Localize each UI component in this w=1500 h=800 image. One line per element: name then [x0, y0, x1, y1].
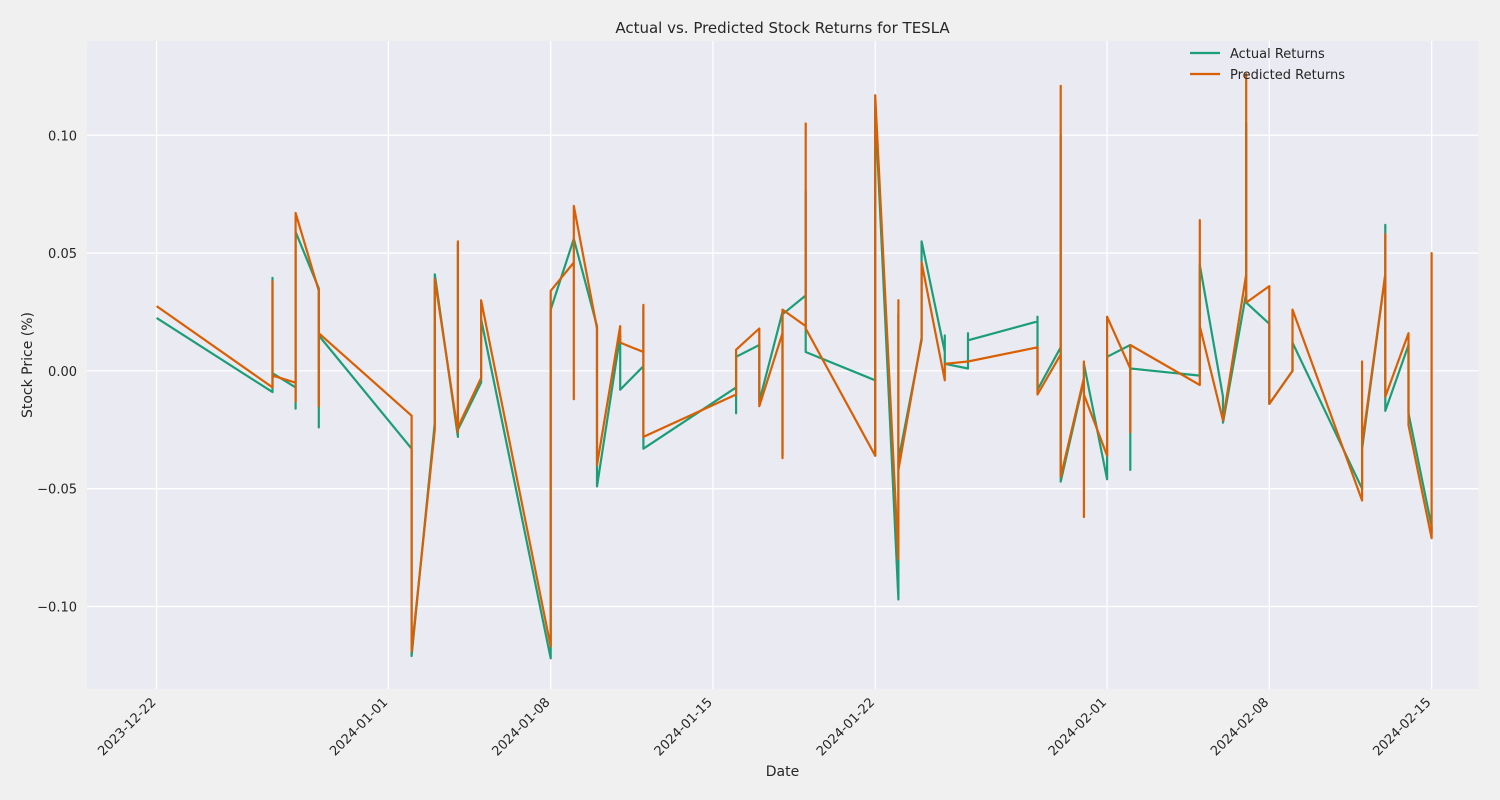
x-tick-label: 2024-01-22: [814, 695, 878, 759]
x-tick-label: 2024-02-01: [1046, 695, 1110, 759]
y-tick-label: 0.10: [48, 129, 77, 144]
x-tick-label: 2024-01-15: [652, 695, 716, 759]
y-tick-label: 0.05: [48, 247, 77, 262]
x-tick-label: 2024-02-08: [1208, 695, 1272, 759]
chart-title: Actual vs. Predicted Stock Returns for T…: [615, 19, 950, 37]
x-tick-label: 2024-02-15: [1370, 695, 1434, 759]
y-tick-label: −0.05: [37, 483, 77, 498]
legend: Actual Returns Predicted Returns: [1190, 47, 1345, 83]
predicted-returns-line: [155, 72, 1433, 653]
x-axis-label: Date: [766, 764, 799, 780]
x-axis-ticks: 2023-12-22 2024-01-01 2024-01-08 2024-01-15…: [95, 695, 1434, 759]
legend-label-actual: Actual Returns: [1230, 47, 1325, 62]
x-tick-label: 2024-01-08: [489, 695, 553, 759]
y-axis-ticks: −0.10 −0.05 0.00 0.05 0.10: [37, 129, 77, 615]
y-tick-label: −0.10: [37, 601, 77, 616]
series-lines: [155, 72, 1433, 660]
legend-label-predicted: Predicted Returns: [1230, 68, 1345, 83]
y-tick-label: 0.00: [48, 365, 77, 380]
x-tick-label: 2023-12-22: [95, 695, 159, 759]
y-axis-label: Stock Price (%): [20, 312, 36, 418]
x-tick-label: 2024-01-01: [327, 695, 391, 759]
